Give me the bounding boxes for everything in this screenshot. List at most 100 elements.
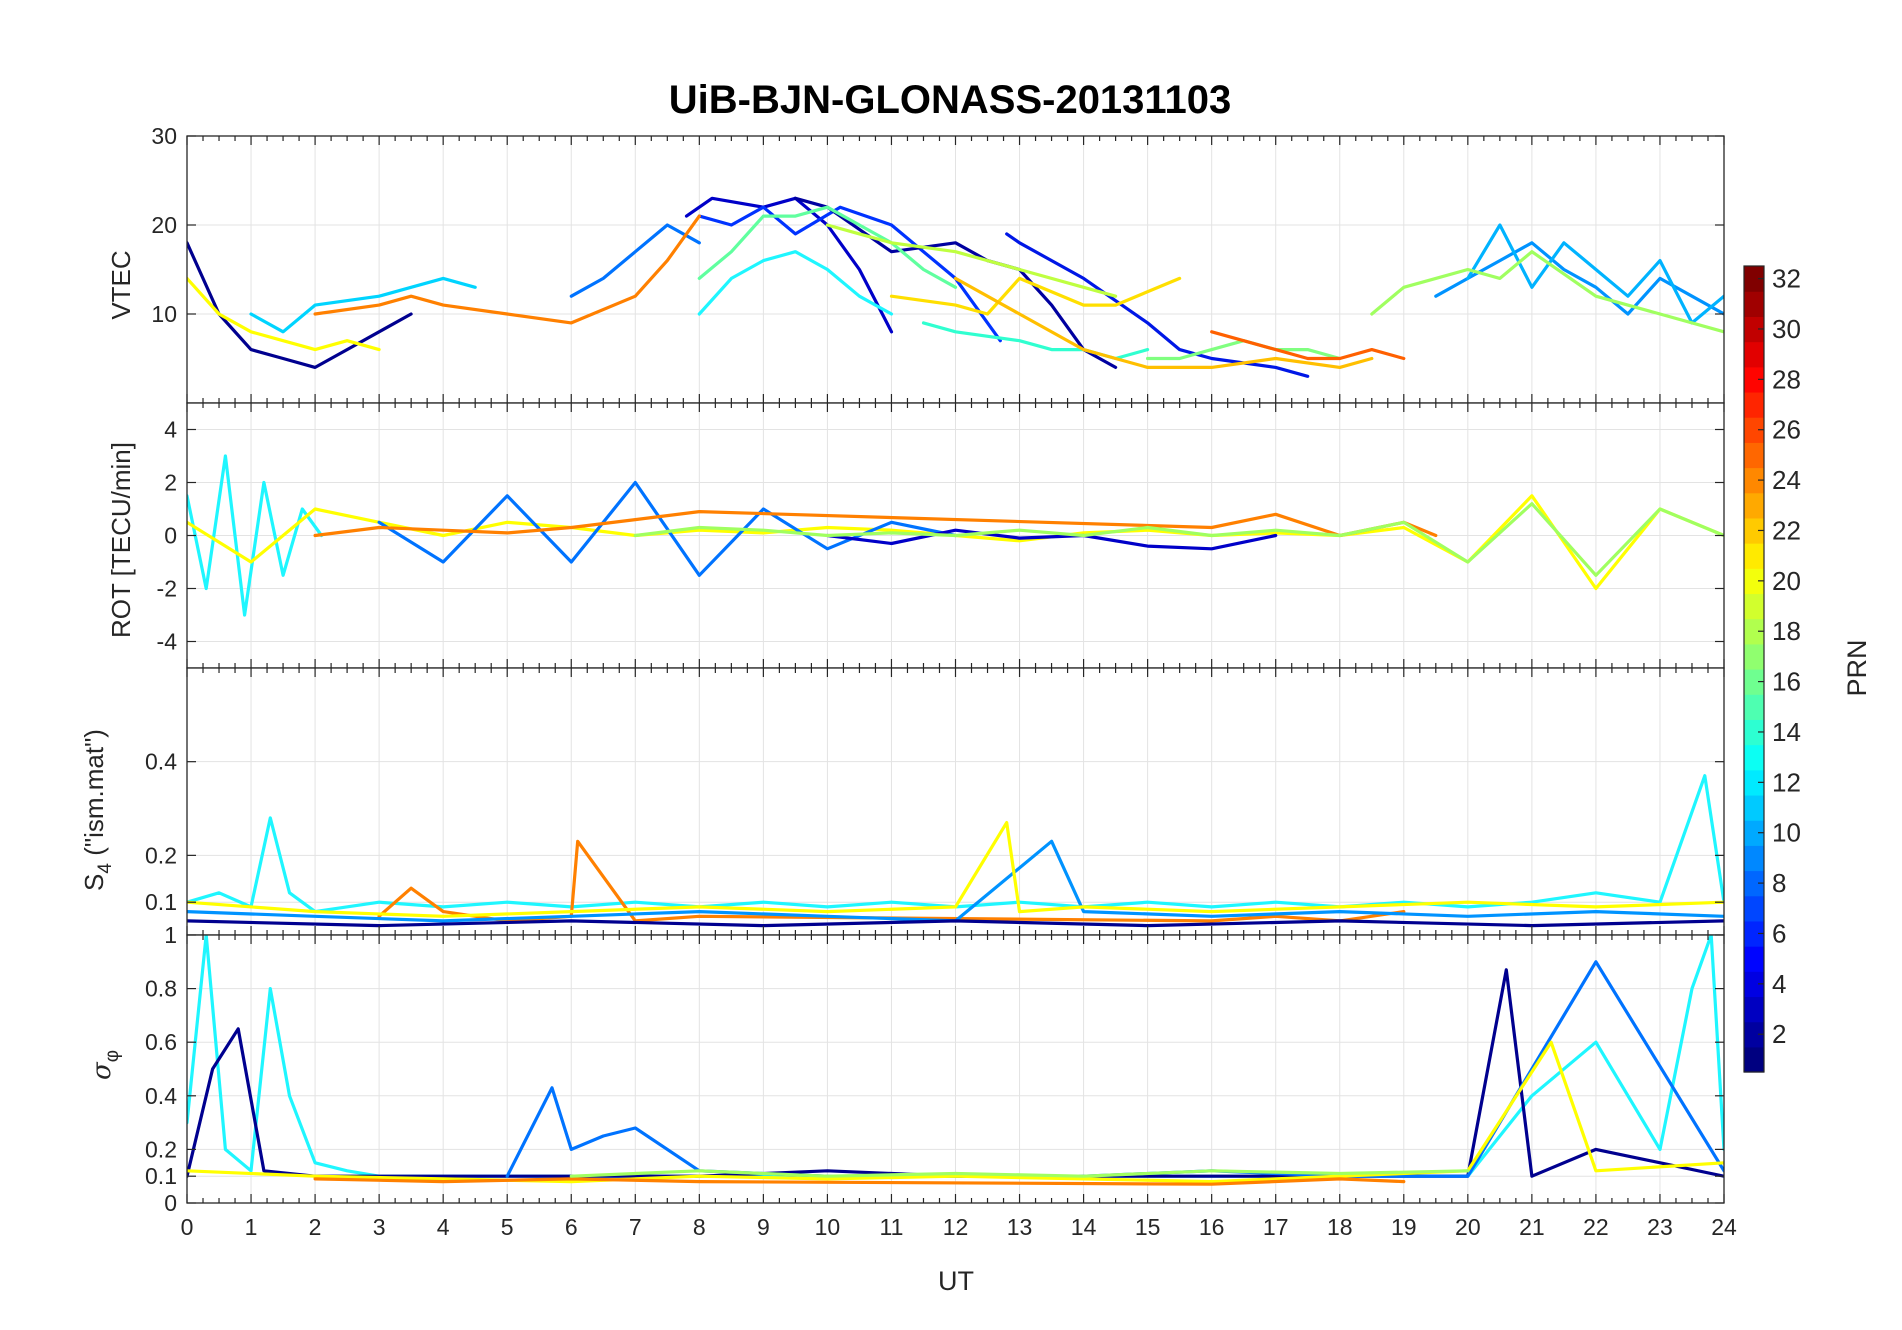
colorbar-swatch (1744, 820, 1764, 846)
x-tick-label: 4 (437, 1214, 450, 1240)
series-line-prn-24 (313, 1177, 1406, 1186)
y-tick-label: 0 (164, 1190, 177, 1216)
y-tick-label: 0.2 (145, 1136, 177, 1162)
colorbar-swatch (1744, 442, 1764, 469)
x-tick-label: 7 (629, 1214, 642, 1240)
colorbar-swatch (1744, 316, 1764, 343)
colorbar-swatch (1744, 492, 1764, 519)
x-tick-label: 5 (501, 1214, 514, 1240)
colorbar-swatch (1744, 996, 1764, 1023)
colorbar-tick-label: 4 (1772, 969, 1786, 999)
x-tick-label: 10 (815, 1214, 841, 1240)
panel-rot: -4 -2 0 2 4 ROT [TECU/min] (106, 402, 1725, 669)
colorbar-swatch (1744, 568, 1764, 595)
x-axis: 0 1 2 3 4 5 6 7 8 9 10 11 12 13 14 15 16 17 18 19 20 21 22 23 24 (181, 1214, 1737, 1240)
colorbar-swatch (1744, 291, 1764, 317)
colorbar-swatch (1744, 417, 1764, 443)
colorbar-swatch (1744, 946, 1764, 972)
series-group (187, 454, 1724, 617)
colorbar-tick-label: 6 (1772, 918, 1786, 948)
y-tick-label: 0.6 (145, 1029, 177, 1055)
series-line-prn-24 (313, 214, 701, 325)
x-tick-label: 16 (1199, 1214, 1225, 1240)
colorbar-tick-label: 2 (1772, 1019, 1786, 1049)
series-line-prn-20 (187, 820, 1724, 918)
y-tick-label: -4 (157, 629, 178, 655)
x-tick-label: 8 (693, 1214, 706, 1240)
panel-s4: 0.1 0.2 0.4 S4 ("ism.mat") (79, 667, 1725, 936)
series-line-prn-12 (187, 774, 1724, 914)
series-line-prn-20 (187, 1040, 1724, 1184)
y-axis-label-vtec: VTEC (106, 250, 136, 319)
x-tick-label: 13 (1007, 1214, 1033, 1240)
colorbar-swatch (1744, 467, 1764, 494)
y-tick-label: 20 (151, 212, 177, 238)
colorbar-tick-label: 18 (1772, 616, 1801, 646)
series-line-prn-4 (1005, 232, 1310, 378)
x-tick-label: 21 (1519, 1214, 1545, 1240)
series-line-prn-17 (1370, 250, 1724, 334)
series-line-prn-24 (377, 839, 1406, 923)
colorbar-frame (1743, 265, 1765, 1073)
y-tick-label: 0.1 (145, 889, 177, 915)
x-tick-label: 22 (1583, 1214, 1609, 1240)
chart-title: UiB-BJN-GLONASS-20131103 (669, 78, 1231, 122)
colorbar-swatch (1744, 971, 1764, 998)
colorbar-swatch (1744, 794, 1764, 821)
colorbar-swatch (1744, 694, 1764, 720)
x-tick-label: 3 (373, 1214, 386, 1240)
x-tick-label: 1 (245, 1214, 258, 1240)
colorbar-swatch (1744, 266, 1764, 292)
colorbar-swatch (1744, 895, 1764, 922)
y-tick-label: 30 (151, 123, 177, 149)
series-line-prn-15 (697, 205, 958, 289)
series-group (187, 196, 1724, 378)
series-line-prn-20 (187, 276, 381, 352)
y-tick-label: 0.4 (145, 749, 177, 775)
x-tick-label: 19 (1391, 1214, 1417, 1240)
colorbar-swatch (1744, 341, 1764, 368)
series-line-prn-3 (825, 528, 1278, 551)
y-axis-label-sigma: σφ (87, 1050, 123, 1080)
series-line-prn-10 (1466, 223, 1724, 325)
x-tick-label: 11 (880, 1214, 904, 1240)
series-line-prn-9 (1434, 241, 1724, 316)
series-line-prn-22 (953, 276, 1374, 369)
y-tick-label: 0 (164, 523, 177, 549)
series-line-prn-18 (825, 223, 1118, 298)
colorbar-swatch (1744, 669, 1764, 695)
x-tick-label: 0 (181, 1214, 194, 1240)
x-tick-label: 24 (1711, 1214, 1737, 1240)
series-line-prn-25 (1210, 330, 1406, 361)
series-line-prn-8 (569, 223, 701, 298)
y-tick-label: 2 (164, 470, 177, 496)
colorbar-tick-label: 22 (1772, 515, 1801, 545)
colorbar-tick-label: 26 (1772, 415, 1801, 445)
colorbar-swatch (1744, 391, 1764, 418)
colorbar-tick-label: 28 (1772, 364, 1801, 394)
colorbar-swatch (1744, 845, 1764, 872)
x-tick-label: 15 (1135, 1214, 1161, 1240)
colorbar-label: PRN (1842, 639, 1872, 696)
series-line-prn-12 (187, 454, 324, 617)
y-tick-label: 0.1 (145, 1163, 177, 1189)
x-tick-label: 12 (943, 1214, 969, 1240)
y-tick-label: 0.4 (145, 1083, 177, 1109)
colorbar-tick-label: 30 (1772, 314, 1801, 344)
colorbar-tick-label: 16 (1772, 667, 1801, 697)
series-line-prn-5 (697, 205, 1002, 343)
colorbar-tick-label: 32 (1772, 264, 1801, 294)
series-line-prn-11 (249, 276, 477, 334)
colorbar-swatch (1744, 366, 1764, 393)
y-tick-label: 4 (164, 417, 177, 443)
colorbar-tick-label: 14 (1772, 717, 1801, 747)
x-tick-label: 9 (757, 1214, 770, 1240)
x-tick-label: 17 (1263, 1214, 1289, 1240)
x-tick-label: 2 (309, 1214, 322, 1240)
series-line-prn-17 (569, 1169, 1470, 1178)
series-line-prn-1 (187, 919, 1724, 928)
colorbar-tick-label: 8 (1772, 868, 1786, 898)
colorbar-tick-label: 10 (1772, 818, 1801, 848)
